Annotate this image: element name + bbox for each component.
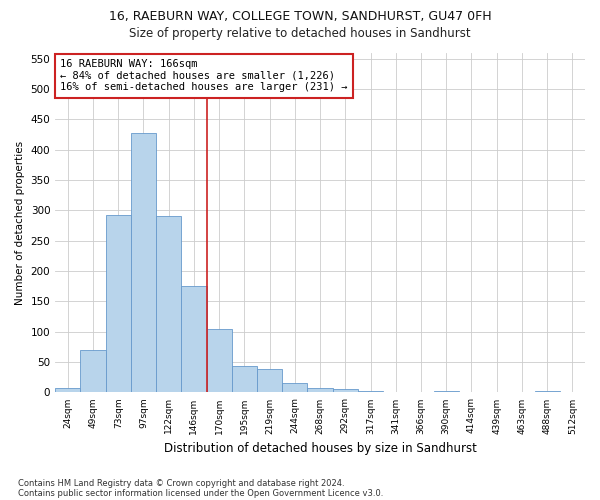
Bar bbox=[232, 366, 257, 392]
Text: 16 RAEBURN WAY: 166sqm
← 84% of detached houses are smaller (1,226)
16% of semi-: 16 RAEBURN WAY: 166sqm ← 84% of detached… bbox=[61, 60, 348, 92]
Bar bbox=[434, 390, 459, 392]
Bar bbox=[257, 370, 282, 392]
Bar bbox=[80, 350, 106, 393]
Bar bbox=[535, 390, 560, 392]
Bar bbox=[282, 382, 307, 392]
Text: Size of property relative to detached houses in Sandhurst: Size of property relative to detached ho… bbox=[129, 28, 471, 40]
Bar bbox=[206, 328, 232, 392]
Text: 16, RAEBURN WAY, COLLEGE TOWN, SANDHURST, GU47 0FH: 16, RAEBURN WAY, COLLEGE TOWN, SANDHURST… bbox=[109, 10, 491, 23]
Y-axis label: Number of detached properties: Number of detached properties bbox=[15, 140, 25, 304]
Bar bbox=[358, 390, 383, 392]
Text: Contains public sector information licensed under the Open Government Licence v3: Contains public sector information licen… bbox=[18, 488, 383, 498]
Text: Contains HM Land Registry data © Crown copyright and database right 2024.: Contains HM Land Registry data © Crown c… bbox=[18, 478, 344, 488]
Bar bbox=[131, 133, 156, 392]
Bar bbox=[156, 216, 181, 392]
Bar bbox=[106, 214, 131, 392]
Bar bbox=[181, 286, 206, 393]
X-axis label: Distribution of detached houses by size in Sandhurst: Distribution of detached houses by size … bbox=[164, 442, 476, 455]
Bar bbox=[332, 390, 358, 392]
Bar bbox=[307, 388, 332, 392]
Bar bbox=[55, 388, 80, 392]
